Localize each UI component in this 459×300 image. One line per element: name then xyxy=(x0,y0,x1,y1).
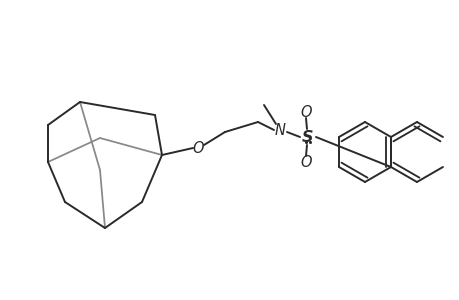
Text: O: O xyxy=(300,104,311,119)
Text: N: N xyxy=(274,122,285,137)
Text: O: O xyxy=(192,140,203,155)
Text: S: S xyxy=(302,130,313,145)
Text: O: O xyxy=(300,154,311,169)
